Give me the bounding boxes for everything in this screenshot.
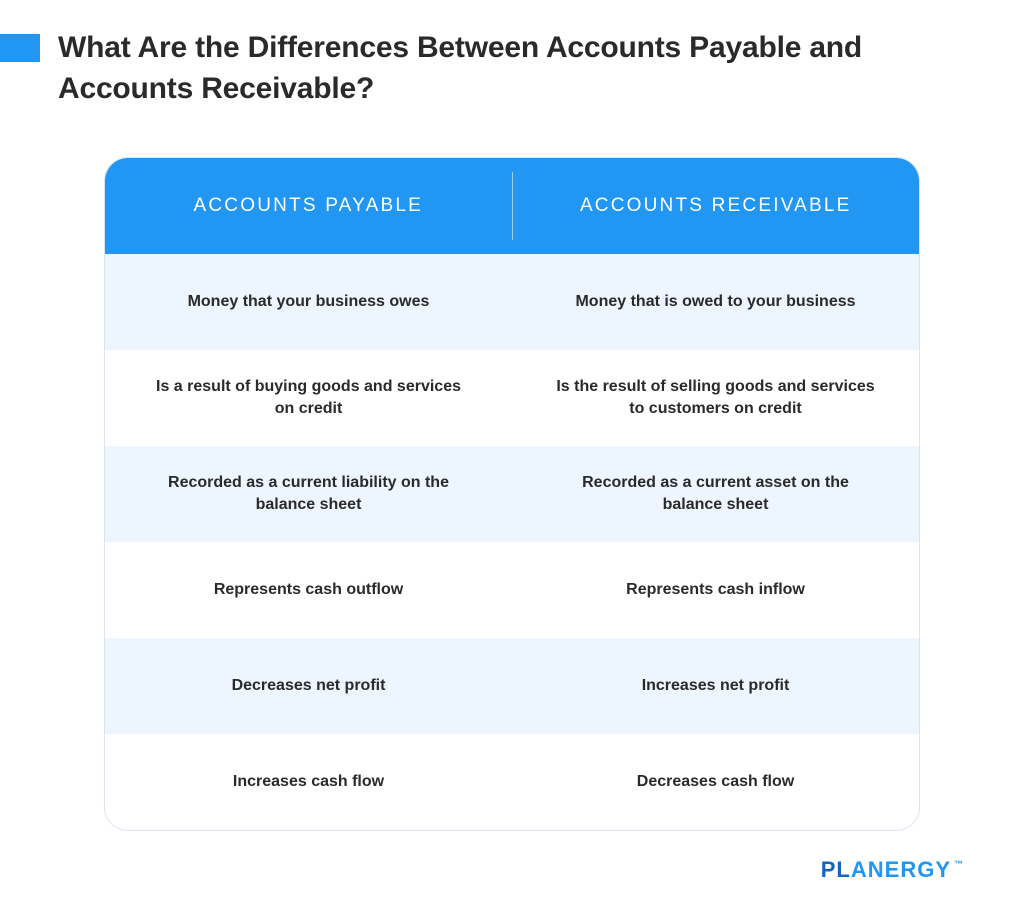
logo-part1: PL xyxy=(821,857,851,883)
cell-receivable: Increases net profit xyxy=(512,638,919,734)
accent-bar xyxy=(0,34,40,62)
table-row: Money that your business owes Money that… xyxy=(105,254,919,350)
cell-receivable: Decreases cash flow xyxy=(512,734,919,830)
cell-receivable: Is the result of selling goods and servi… xyxy=(512,350,919,446)
logo-tm: ™ xyxy=(954,859,964,869)
cell-receivable: Represents cash inflow xyxy=(512,542,919,638)
cell-payable: Represents cash outflow xyxy=(105,542,512,638)
logo-part2: ANERGY xyxy=(851,857,951,883)
cell-payable: Increases cash flow xyxy=(105,734,512,830)
table-row: Decreases net profit Increases net profi… xyxy=(105,638,919,734)
cell-receivable: Recorded as a current asset on the balan… xyxy=(512,446,919,542)
table-row: Increases cash flow Decreases cash flow xyxy=(105,734,919,830)
table-header-row: ACCOUNTS PAYABLE ACCOUNTS RECEIVABLE xyxy=(105,158,919,254)
table-row: Represents cash outflow Represents cash … xyxy=(105,542,919,638)
brand-logo: PLANERGY™ xyxy=(821,857,964,883)
comparison-table: ACCOUNTS PAYABLE ACCOUNTS RECEIVABLE Mon… xyxy=(104,157,920,831)
table-row: Recorded as a current liability on the b… xyxy=(105,446,919,542)
cell-payable: Money that your business owes xyxy=(105,254,512,350)
page-title: What Are the Differences Between Account… xyxy=(58,28,964,109)
cell-payable: Decreases net profit xyxy=(105,638,512,734)
cell-payable: Recorded as a current liability on the b… xyxy=(105,446,512,542)
column-header-payable: ACCOUNTS PAYABLE xyxy=(105,158,512,254)
table-body: Money that your business owes Money that… xyxy=(105,254,919,830)
header-row: What Are the Differences Between Account… xyxy=(0,0,1024,109)
column-header-receivable: ACCOUNTS RECEIVABLE xyxy=(513,158,920,254)
table-row: Is a result of buying goods and services… xyxy=(105,350,919,446)
cell-payable: Is a result of buying goods and services… xyxy=(105,350,512,446)
cell-receivable: Money that is owed to your business xyxy=(512,254,919,350)
